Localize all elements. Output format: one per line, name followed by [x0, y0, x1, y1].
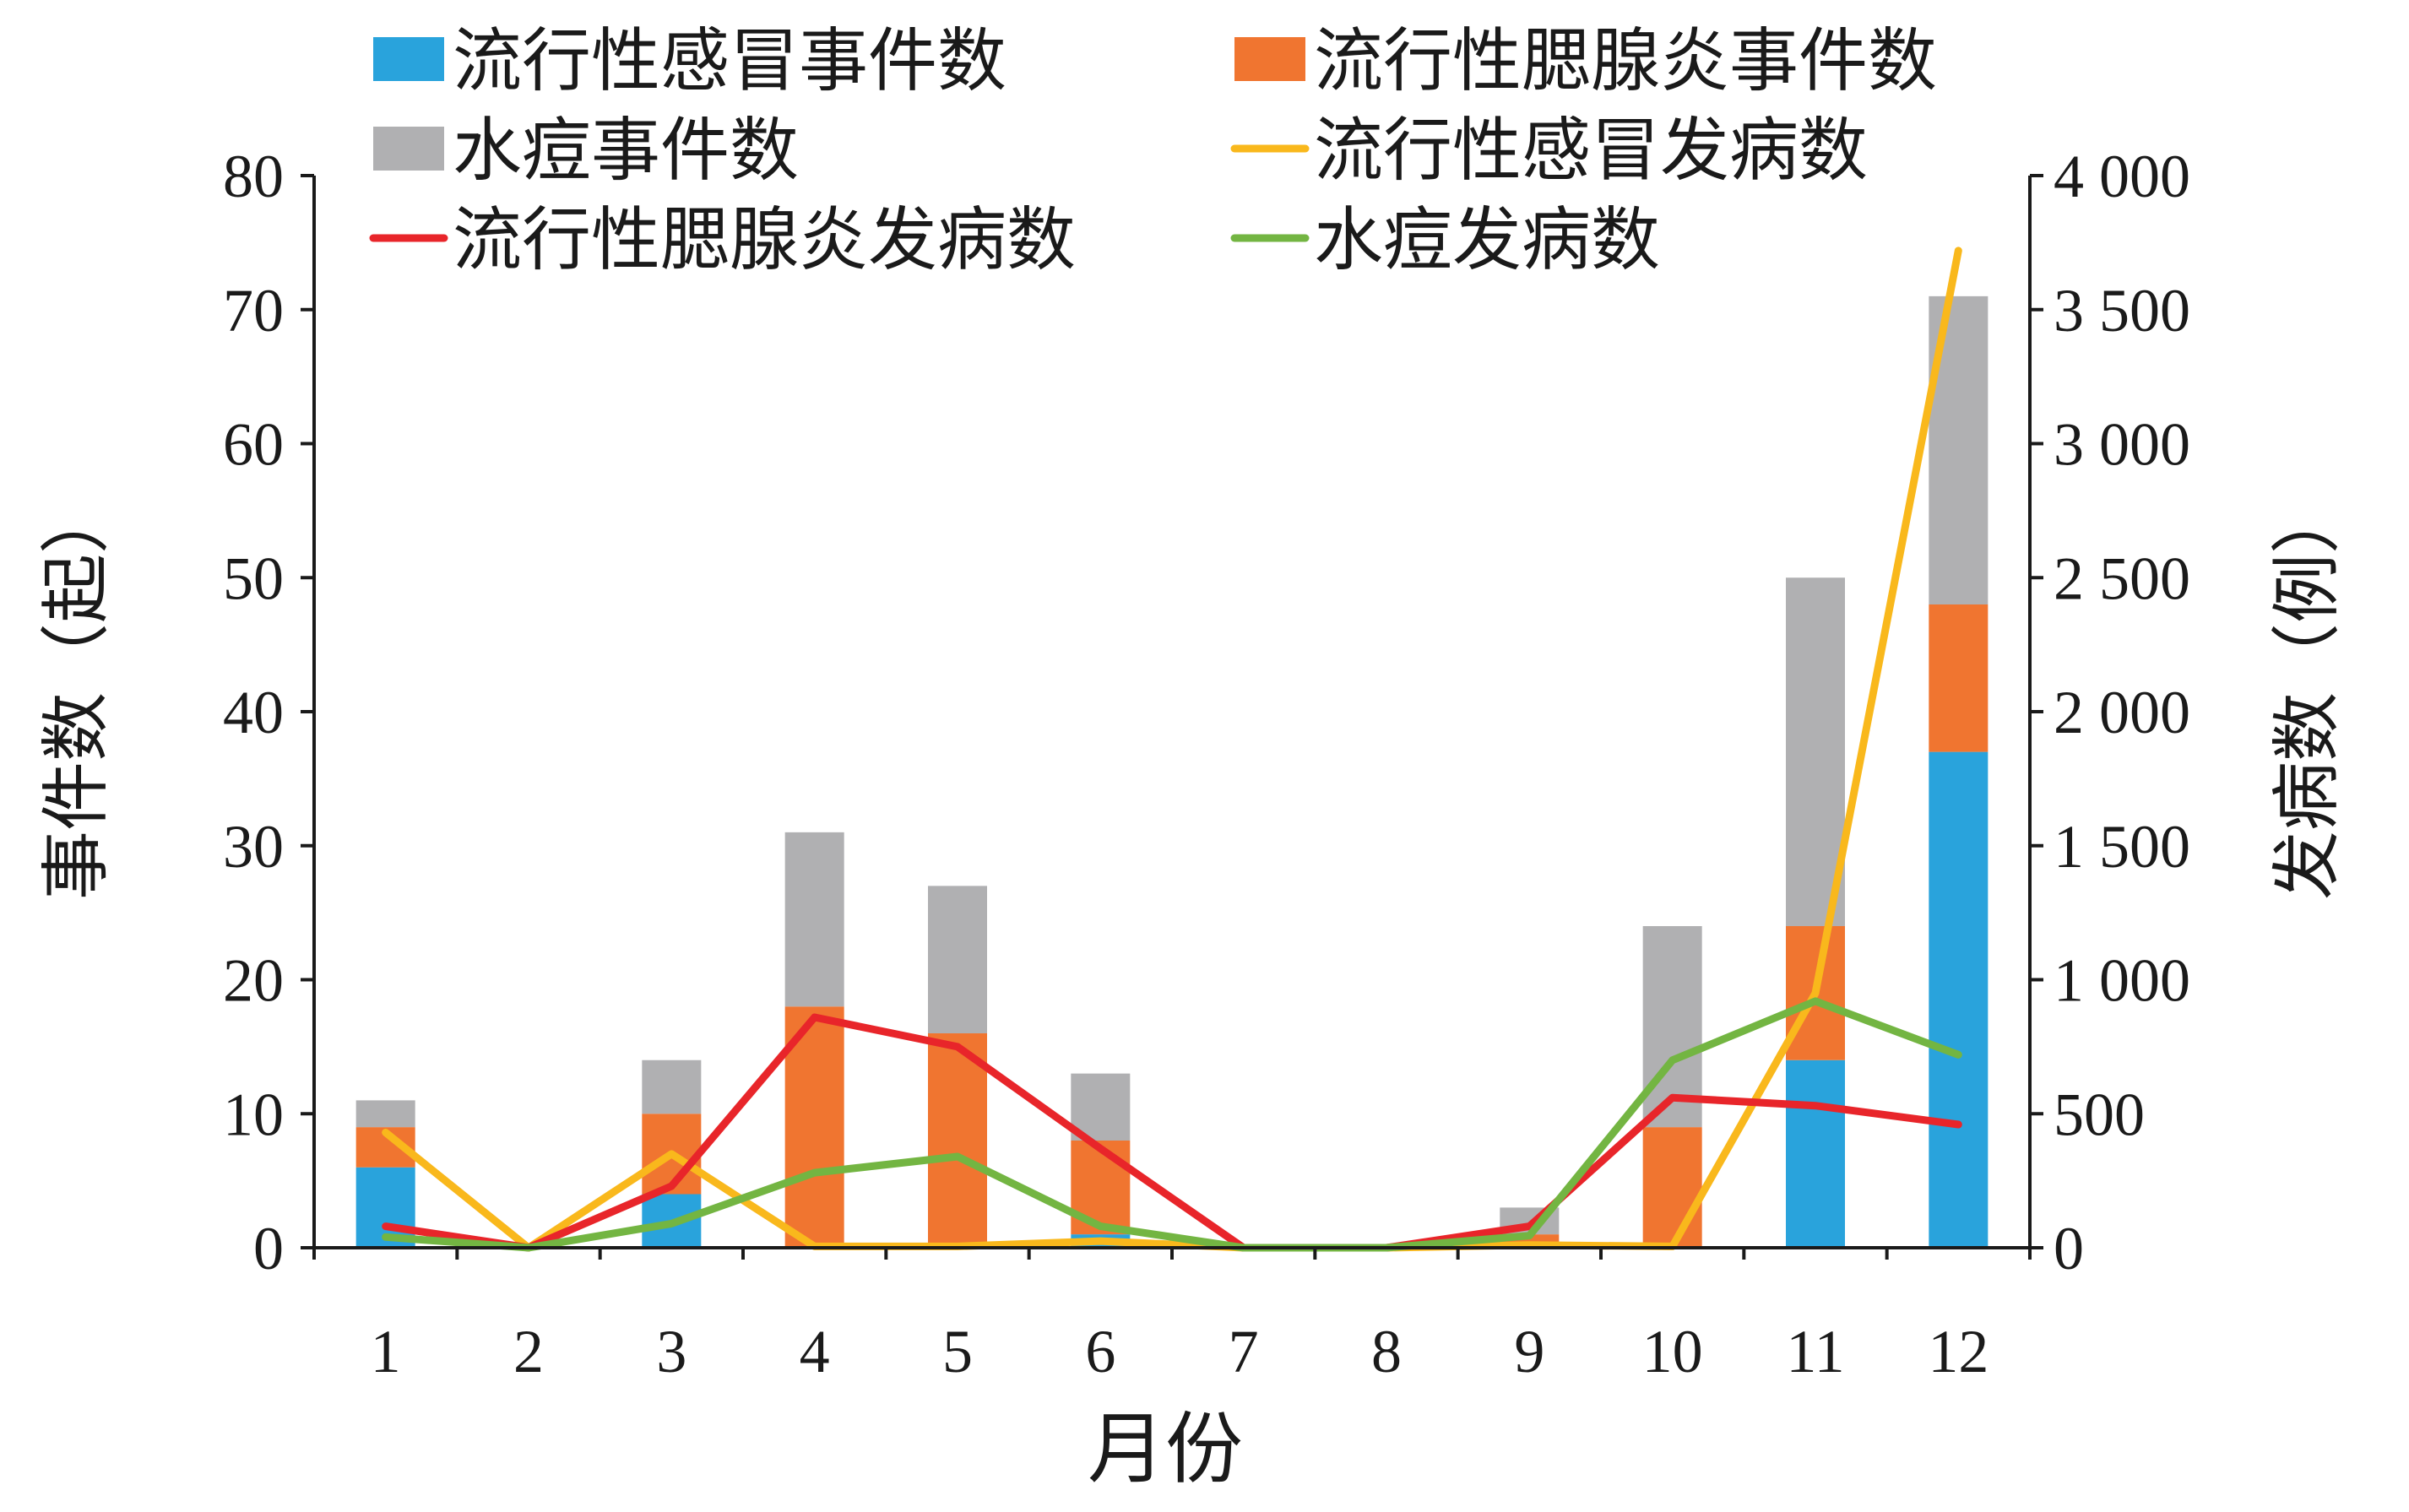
x-tick-label: 6 [1085, 1318, 1115, 1385]
bar-segment-month-4-series-2 [784, 1006, 844, 1248]
left-tick-label: 10 [223, 1081, 284, 1148]
lines-layer [382, 247, 1962, 1252]
left-tick-label: 20 [223, 947, 284, 1015]
bar-segment-month-11-series-1 [1786, 1059, 1845, 1248]
right-axis-label: 发病数（例） [2267, 485, 2347, 900]
legend-label: 水痘发病数 [1314, 200, 1660, 280]
line-series-2 [382, 1013, 1962, 1252]
left-tick-label: 70 [223, 277, 284, 344]
legend-label: 流行性腮腺炎事件数 [1314, 21, 1937, 101]
x-tick-label: 10 [1642, 1318, 1703, 1385]
x-tick-label: 7 [1229, 1318, 1259, 1385]
bar-segment-month-12-series-1 [1929, 751, 1989, 1248]
legend-swatch-bar-3 [373, 127, 444, 171]
legend-label: 流行性感冒事件数 [453, 21, 1006, 101]
bar-segment-month-10-series-3 [1642, 926, 1702, 1128]
left-tick-label: 30 [223, 813, 284, 881]
right-tick-label: 4 000 [2054, 143, 2190, 210]
x-tick-label: 9 [1514, 1318, 1544, 1385]
bar-segment-month-4-series-3 [784, 832, 844, 1007]
bar-segment-month-1-series-3 [355, 1100, 415, 1128]
right-tick-label: 3 500 [2054, 277, 2190, 344]
x-tick-label: 5 [942, 1318, 973, 1385]
x-tick-label: 12 [1928, 1318, 1989, 1385]
right-tick-label: 500 [2054, 1081, 2145, 1148]
x-tick-label: 8 [1371, 1318, 1402, 1385]
left-tick-label: 50 [223, 545, 284, 612]
x-axis-label: 月份 [1088, 1404, 1243, 1494]
x-tick-label: 2 [513, 1318, 544, 1385]
right-tick-label: 1 000 [2054, 947, 2190, 1015]
bar-segment-month-10-series-2 [1642, 1127, 1702, 1248]
left-tick-label: 0 [253, 1215, 284, 1282]
bar-segment-month-11-series-3 [1786, 577, 1845, 926]
left-tick-label: 80 [223, 143, 284, 210]
legend-swatch-bar-2 [1234, 37, 1305, 81]
x-tick-label: 3 [656, 1318, 686, 1385]
left-tick-label: 40 [223, 679, 284, 746]
line-series-1 [382, 247, 1962, 1252]
legend-label: 流行性感冒发病数 [1314, 111, 1868, 191]
bar-segment-month-6-series-3 [1071, 1073, 1131, 1141]
legend-swatch-bar-1 [373, 37, 444, 81]
legend-label: 流行性腮腺炎发病数 [453, 200, 1076, 280]
bar-segment-month-3-series-3 [642, 1059, 702, 1114]
left-axis-label: 事件数（起） [36, 485, 117, 900]
legend-label: 水痘事件数 [453, 111, 799, 191]
bar-segment-month-12-series-2 [1929, 604, 1989, 752]
bar-segment-month-5-series-2 [928, 1033, 987, 1248]
x-tick-label: 1 [371, 1318, 401, 1385]
bar-segment-month-5-series-3 [928, 886, 987, 1033]
right-tick-label: 0 [2054, 1215, 2084, 1282]
right-tick-label: 2 000 [2054, 679, 2190, 746]
right-tick-label: 3 000 [2054, 411, 2190, 479]
left-tick-label: 60 [223, 411, 284, 479]
right-tick-label: 2 500 [2054, 545, 2190, 612]
right-tick-label: 1 500 [2054, 813, 2190, 881]
x-tick-label: 11 [1786, 1318, 1844, 1385]
x-tick-label: 4 [800, 1318, 830, 1385]
line-series-3 [382, 997, 1962, 1252]
